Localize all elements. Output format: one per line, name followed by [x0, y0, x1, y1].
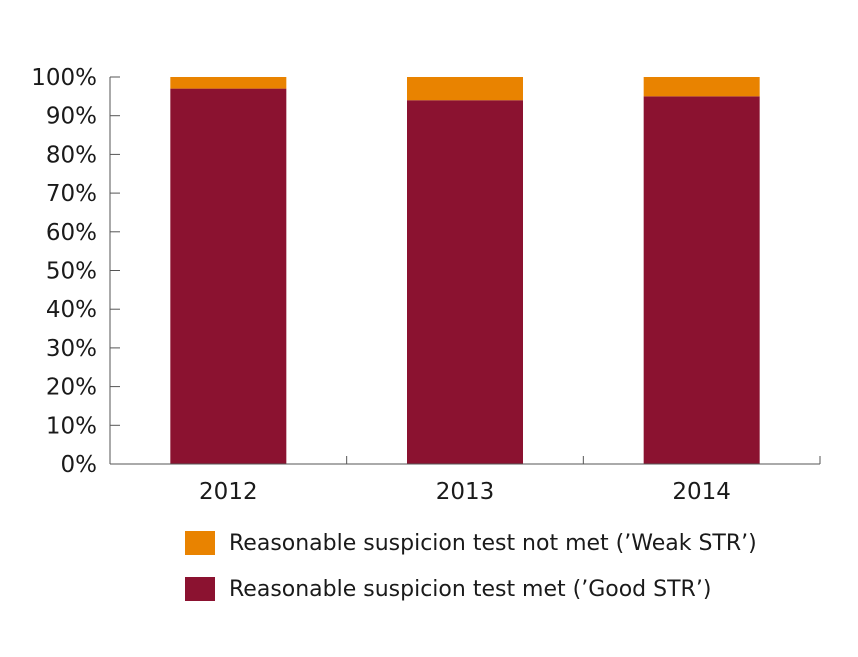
- bar-2014-series-0: [643, 96, 760, 464]
- y-tick-label: 30%: [46, 336, 97, 362]
- legend-item: Reasonable suspicion test not met (’Weak…: [185, 530, 845, 556]
- bar-2014-series-1: [643, 77, 760, 97]
- bar-2012-series-0: [170, 88, 287, 465]
- legend-swatch: [185, 577, 215, 601]
- x-tick-label-2013: 2013: [436, 479, 495, 505]
- y-tick-label: 60%: [46, 220, 97, 246]
- legend-swatch: [185, 531, 215, 555]
- y-tick-label: 50%: [46, 259, 97, 285]
- bar-2013-series-1: [407, 77, 523, 101]
- y-tick-label: 70%: [46, 181, 97, 207]
- y-tick-label: 40%: [46, 297, 97, 323]
- bar-2013-series-0: [407, 100, 523, 464]
- y-tick-label: 90%: [46, 104, 97, 130]
- bar-2012-series-1: [170, 77, 287, 89]
- y-tick-label: 100%: [31, 65, 97, 91]
- legend-label: Reasonable suspicion test not met (’Weak…: [229, 530, 757, 556]
- x-tick-label-2014: 2014: [672, 479, 731, 505]
- legend-label: Reasonable suspicion test met (’Good STR…: [229, 576, 712, 602]
- y-tick-label: 20%: [46, 375, 97, 401]
- y-tick-label: 10%: [46, 413, 97, 439]
- y-axis-ticks: 0% 10% 20% 30% 40% 50% 60% 70% 80% 90% 100%: [31, 65, 120, 478]
- legend-item: Reasonable suspicion test met (’Good STR…: [185, 576, 845, 602]
- bars-layer: [170, 77, 760, 465]
- x-axis-ticks: 2012 2013 2014: [199, 456, 821, 505]
- y-tick-label: 0%: [61, 452, 98, 478]
- y-tick-label: 80%: [46, 142, 97, 168]
- legend: Reasonable suspicion test not met (’Weak…: [185, 530, 845, 622]
- x-tick-label-2012: 2012: [199, 479, 258, 505]
